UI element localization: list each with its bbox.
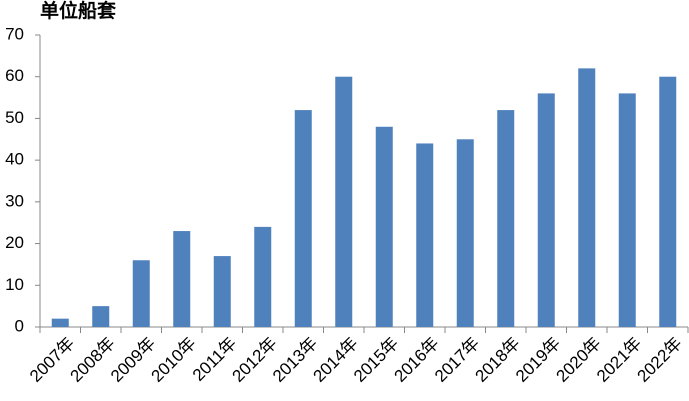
bar (659, 76, 677, 327)
chart-title: 单位船套 (40, 0, 117, 22)
x-tick-label: 2014年 (310, 334, 362, 386)
y-tick-label: 20 (5, 233, 24, 252)
y-tick-label: 30 (5, 191, 24, 210)
x-tick-label: 2008年 (67, 334, 119, 386)
x-tick-label: 2021年 (593, 334, 645, 386)
x-tick-label: 2022年 (634, 334, 686, 386)
x-tick-label: 2020年 (553, 334, 605, 386)
y-tick-label: 40 (5, 150, 24, 169)
x-tick-label: 2016年 (391, 334, 443, 386)
bar (335, 76, 353, 327)
bar (618, 93, 636, 328)
bar (294, 110, 312, 327)
bar (416, 143, 434, 327)
x-tick-label: 2019年 (512, 334, 564, 386)
x-tick-label: 2012年 (229, 334, 281, 386)
bar (92, 306, 110, 327)
x-tick-label: 2010年 (148, 334, 200, 386)
x-tick-label: 2017年 (431, 334, 483, 386)
bar (51, 318, 69, 327)
y-tick-label: 70 (5, 24, 24, 43)
bar (578, 68, 596, 327)
x-tick-label: 2015年 (350, 334, 402, 386)
x-tick-label: 2007年 (26, 334, 78, 386)
bar (497, 110, 515, 327)
bar (375, 126, 393, 328)
y-tick-label: 0 (15, 316, 24, 335)
bar (213, 256, 231, 327)
x-tick-label: 2018年 (472, 334, 524, 386)
x-tick-label: 2009年 (107, 334, 159, 386)
bar (254, 226, 272, 327)
bar (537, 93, 555, 328)
y-tick-label: 10 (5, 275, 24, 294)
y-tick-label: 60 (5, 66, 24, 85)
bar (132, 260, 150, 327)
x-tick-label: 2013年 (269, 334, 321, 386)
bar (456, 139, 474, 327)
bar (173, 231, 191, 327)
y-tick-label: 50 (5, 108, 24, 127)
